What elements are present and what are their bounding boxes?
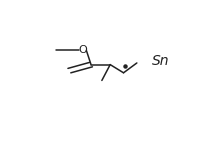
Text: O: O: [78, 45, 87, 55]
Text: Sn: Sn: [151, 54, 169, 68]
